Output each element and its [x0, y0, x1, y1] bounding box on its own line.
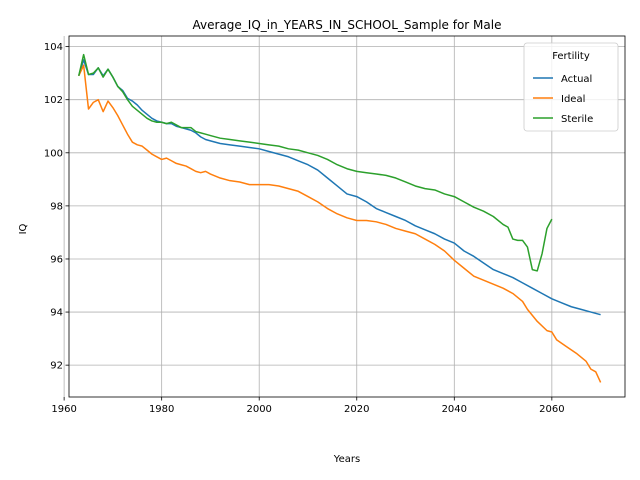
legend: Fertility Actual Ideal Sterile: [523, 42, 619, 132]
chart-title: Average_IQ_in_YEARS_IN_SCHOOL_Sample for…: [193, 18, 502, 32]
series-line-actual: [78, 59, 601, 316]
legend-label-sterile: Sterile: [561, 114, 593, 125]
x-tick-label: 2060: [539, 404, 564, 415]
legend-label-actual: Actual: [561, 74, 592, 85]
x-axis-label: Years: [333, 454, 360, 465]
y-tick-label: 92: [50, 361, 63, 372]
series-line-ideal: [78, 64, 602, 383]
legend-label-ideal: Ideal: [561, 94, 585, 105]
x-tick-label: 1960: [51, 404, 76, 415]
series-line-sterile: [78, 53, 553, 272]
axes-frame: [68, 35, 626, 398]
y-tick-label: 102: [44, 95, 63, 106]
legend-title: Fertility: [552, 51, 590, 62]
y-tick-label: 94: [50, 308, 63, 319]
y-tick-label: 104: [44, 42, 63, 53]
y-axis-label: IQ: [18, 223, 29, 234]
plot-area: 1960 1980 2000 2020 2040 2060 92 94 96 98 100 102 10…: [44, 35, 626, 415]
x-tick-label: 2020: [344, 404, 369, 415]
legend-box: [523, 42, 619, 132]
x-tick-label: 2000: [246, 404, 271, 415]
y-tick-label: 96: [50, 254, 63, 265]
x-tick-label: 2040: [442, 404, 467, 415]
x-tick-label: 1980: [149, 404, 174, 415]
y-tick-label: 100: [44, 148, 63, 159]
y-tick-label: 98: [50, 201, 63, 212]
